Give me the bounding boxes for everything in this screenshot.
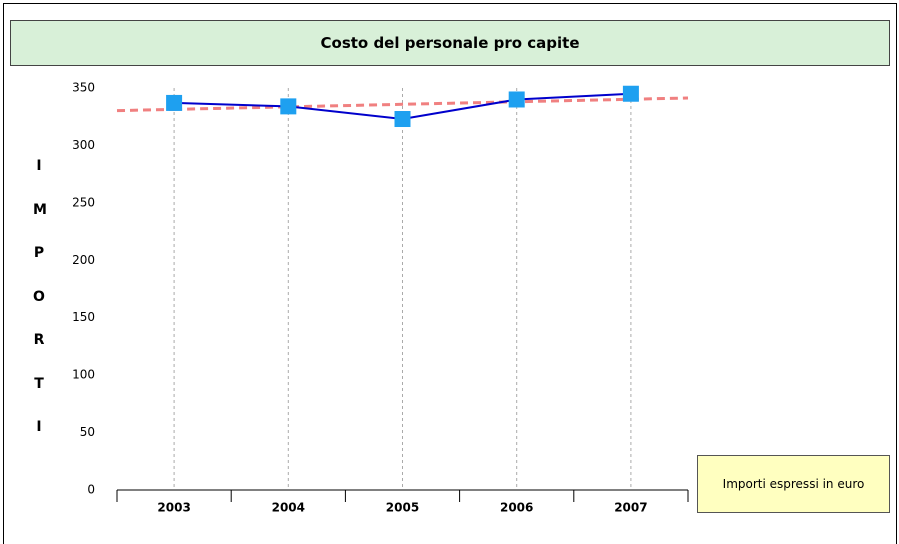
marker: [280, 98, 297, 115]
y-tick-label: 50: [80, 425, 95, 439]
x-tick-label: 2003: [157, 501, 190, 515]
y-tick-label: 150: [72, 310, 95, 324]
y-tick-label: 100: [72, 368, 95, 382]
y-tick-label: 200: [72, 253, 95, 267]
x-tick-label: 2004: [272, 501, 305, 515]
x-tick-label: 2006: [500, 501, 533, 515]
chart-title: Costo del personale pro capite: [10, 20, 890, 66]
marker: [166, 94, 183, 111]
x-tick-label: 2007: [614, 501, 647, 515]
chart: 0 50 100 150 200 250 300 350 2003 2004 2005 2006 200…: [72, 81, 689, 515]
y-tick-label: 350: [72, 81, 95, 95]
marker: [394, 111, 411, 128]
x-tick-label: 2005: [386, 501, 419, 515]
frame: [3, 3, 897, 544]
note: Importi espressi in euro: [697, 455, 890, 513]
y-axis-title: IMPORTI: [33, 158, 47, 435]
trend-line: [174, 97, 631, 111]
page: Costo del personale pro capite IMPORTI I…: [3, 3, 897, 544]
y-tick-label: 0: [87, 483, 95, 497]
y-tick-label: 250: [72, 195, 95, 209]
marker: [508, 91, 525, 108]
trend-extension: [630, 96, 689, 101]
trend-extension: [116, 107, 175, 113]
marker: [622, 85, 639, 102]
y-tick-label: 300: [72, 138, 95, 152]
